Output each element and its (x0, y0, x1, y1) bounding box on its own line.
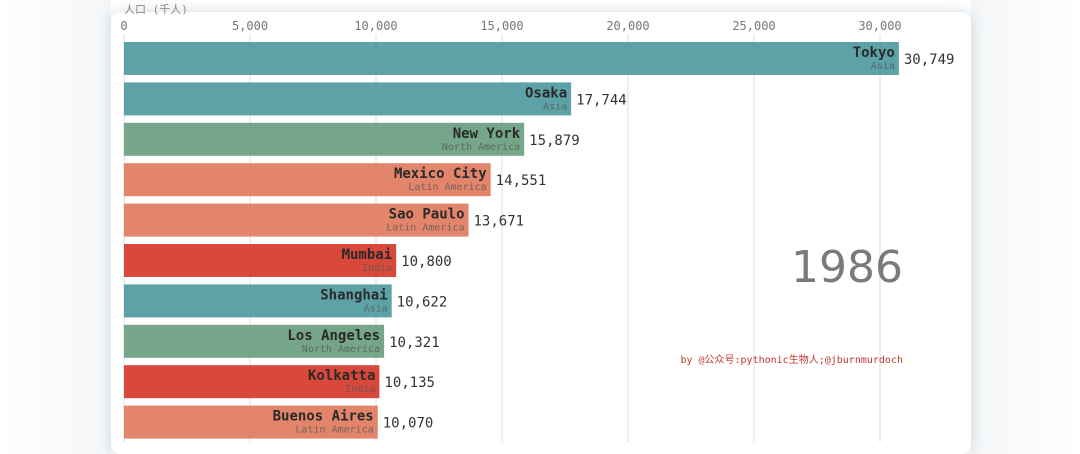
left-margin (0, 0, 111, 454)
bar (124, 163, 491, 197)
bar-group-label: Asia (543, 101, 567, 112)
x-axis-ticks: 0 5,000 10,000 15,000 20,000 25,000 30,000 (120, 19, 901, 33)
bar-group-label: Asia (364, 303, 388, 314)
bar-label: Osaka (525, 85, 567, 101)
bar-group-label: India (362, 263, 392, 274)
data-label: 10,070 (383, 416, 434, 432)
bar (124, 284, 392, 318)
bar (124, 203, 469, 237)
credit-text: by @公众号:pythonic生物人;@jburnmurdoch (680, 353, 903, 366)
year-label: 1986 (791, 242, 903, 293)
x-tick-label: 0 (120, 19, 127, 33)
data-label: 10,135 (384, 375, 435, 391)
data-label: 10,622 (397, 294, 448, 310)
bar-group-label: North America (302, 344, 380, 355)
bar (124, 42, 899, 75)
bar-label: Buenos Aires (273, 409, 374, 425)
bar (124, 244, 397, 277)
x-tick-label: 15,000 (480, 19, 523, 33)
bar-group-label: Latin America (408, 182, 486, 193)
bar-label: Shanghai (320, 287, 387, 303)
bar (124, 324, 385, 358)
bar-label: Tokyo (853, 45, 895, 61)
data-label: 30,749 (904, 52, 955, 68)
right-margin (971, 0, 1080, 454)
bar (124, 122, 525, 156)
data-label: 15,879 (529, 133, 580, 149)
bar-group-label: Latin America (295, 425, 373, 436)
x-tick-label: 5,000 (232, 19, 268, 33)
x-tick-label: 30,000 (858, 19, 901, 33)
x-tick-label: 10,000 (354, 19, 397, 33)
bar-group-label: Asia (871, 61, 895, 72)
data-label: 10,800 (401, 254, 452, 270)
bar (124, 365, 380, 399)
x-tick-label: 20,000 (606, 19, 649, 33)
bar-group-label: India (345, 384, 375, 395)
data-label: 10,321 (389, 335, 440, 351)
bar-label: Los Angeles (287, 328, 380, 344)
bar-label: New York (453, 126, 521, 142)
bar (124, 405, 378, 439)
data-label: 13,671 (474, 214, 525, 230)
data-label: 17,744 (576, 92, 627, 108)
bar-group-label: North America (442, 142, 520, 153)
bar-label: Mexico City (394, 166, 487, 182)
x-tick-label: 25,000 (732, 19, 775, 33)
bar-label: Sao Paulo (389, 207, 465, 223)
x-axis-label: 人口 (千人) (124, 3, 188, 16)
bar-label: Kolkatta (308, 368, 375, 384)
bar-group-label: Latin America (386, 223, 464, 234)
bar-label: Mumbai (342, 247, 393, 263)
data-label: 14,551 (496, 173, 547, 189)
bar (124, 82, 572, 116)
